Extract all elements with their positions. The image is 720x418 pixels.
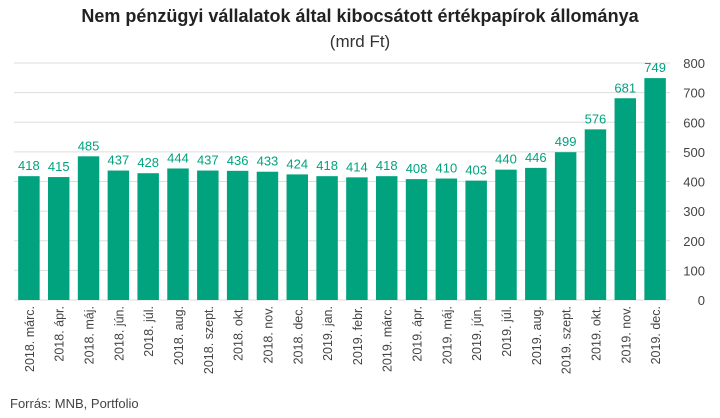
data-label: 576: [585, 111, 607, 126]
x-tick-label: 2019. júl.: [500, 306, 514, 357]
bar: [167, 168, 189, 300]
x-tick-label: 2019. jún.: [470, 306, 484, 361]
data-label: 485: [78, 138, 100, 153]
x-tick-label: 2018. szept.: [202, 306, 216, 374]
bar: [77, 156, 100, 300]
data-label: 444: [167, 150, 189, 165]
data-label: 446: [525, 150, 547, 165]
y-tick-label: 200: [683, 234, 705, 249]
data-label: 424: [286, 156, 308, 171]
data-label: 428: [137, 155, 159, 170]
x-tick-label: 2018. márc.: [23, 306, 37, 372]
data-label: 433: [257, 154, 279, 169]
bar: [554, 152, 577, 300]
y-tick-label: 700: [683, 86, 705, 101]
data-label: 415: [48, 159, 70, 174]
y-tick-label: 0: [698, 293, 705, 308]
y-tick-label: 600: [683, 115, 705, 130]
bar: [226, 170, 249, 300]
y-tick-label: 300: [683, 204, 705, 219]
y-tick-label: 800: [683, 56, 705, 71]
x-tick-label: 2018. dec.: [291, 306, 305, 364]
data-label: 440: [495, 152, 517, 167]
data-label: 410: [436, 161, 458, 176]
data-label: 408: [406, 161, 428, 176]
data-label: 418: [18, 158, 40, 173]
x-tick-label: 2019. jan.: [321, 306, 335, 361]
x-tick-label: 2018. júl.: [142, 306, 156, 357]
x-tick-label: 2018. aug.: [172, 306, 186, 365]
bar: [107, 170, 130, 300]
bar: [18, 176, 40, 300]
data-label: 403: [465, 163, 487, 178]
bar: [346, 177, 368, 300]
bar: [405, 179, 428, 300]
bar: [47, 177, 70, 300]
bar: [614, 98, 637, 300]
y-tick-label: 100: [683, 263, 705, 278]
bar: [286, 174, 309, 300]
x-tick-label: 2019. febr.: [351, 306, 365, 365]
x-tick-label: 2019. márc.: [381, 306, 395, 372]
data-label: 414: [346, 159, 368, 174]
x-tick-label: 2018. nov.: [261, 306, 275, 363]
x-tick-label: 2018. máj.: [83, 306, 97, 364]
data-label: 681: [614, 80, 636, 95]
chart-subtitle: (mrd Ft): [329, 32, 391, 51]
x-tick-label: 2019. nov.: [619, 306, 633, 363]
data-label: 499: [555, 134, 577, 149]
x-tick-label: 2019. dec.: [649, 306, 663, 364]
y-tick-label: 500: [683, 145, 705, 160]
chart-title: Nem pénzügyi vállalatok által kibocsátot…: [81, 6, 639, 26]
data-label: 436: [227, 153, 249, 168]
bar: [525, 167, 547, 300]
x-tick-label: 2019. aug.: [530, 306, 544, 365]
bar: [375, 176, 398, 300]
x-tick-label: 2018. okt.: [232, 306, 246, 361]
bar: [137, 173, 159, 300]
bar: [495, 169, 517, 300]
x-tick-label: 2019. ápr.: [411, 306, 425, 362]
data-label: 749: [644, 60, 666, 75]
data-label: 437: [197, 153, 219, 168]
data-label: 418: [376, 158, 398, 173]
data-label: 437: [108, 153, 130, 168]
bar: [316, 176, 338, 300]
bar: [465, 180, 487, 300]
x-tick-label: 2019. szept.: [560, 306, 574, 374]
bar: [584, 129, 607, 300]
y-tick-label: 400: [683, 175, 705, 190]
x-tick-label: 2019. okt.: [589, 306, 603, 361]
x-tick-label: 2018. jún.: [112, 306, 126, 361]
bar: [435, 178, 458, 300]
x-tick-label: 2018. ápr.: [53, 306, 67, 362]
source-note: Forrás: MNB, Portfolio: [10, 396, 139, 411]
bar: [197, 170, 219, 300]
bar: [256, 171, 279, 300]
data-label: 418: [316, 158, 338, 173]
bar: [644, 78, 666, 300]
x-tick-label: 2019. máj.: [440, 306, 454, 364]
